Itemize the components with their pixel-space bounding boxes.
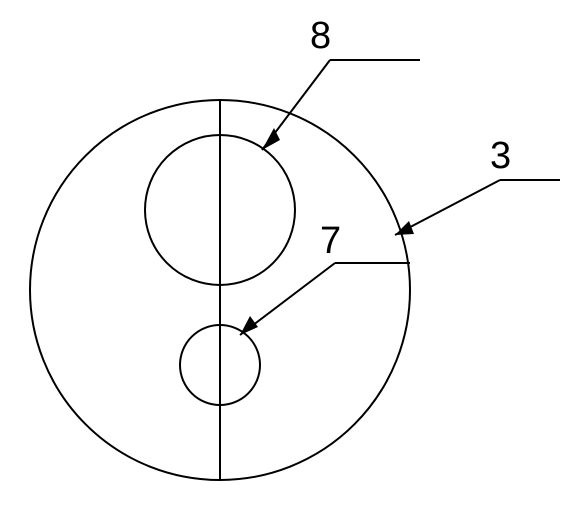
diagram-container: 8 3 7	[0, 0, 586, 505]
technical-diagram-svg	[0, 0, 586, 505]
label-3: 3	[490, 135, 511, 178]
label-8: 8	[310, 15, 331, 58]
leader-7-arrow-icon	[240, 316, 258, 335]
label-7: 7	[320, 220, 341, 263]
